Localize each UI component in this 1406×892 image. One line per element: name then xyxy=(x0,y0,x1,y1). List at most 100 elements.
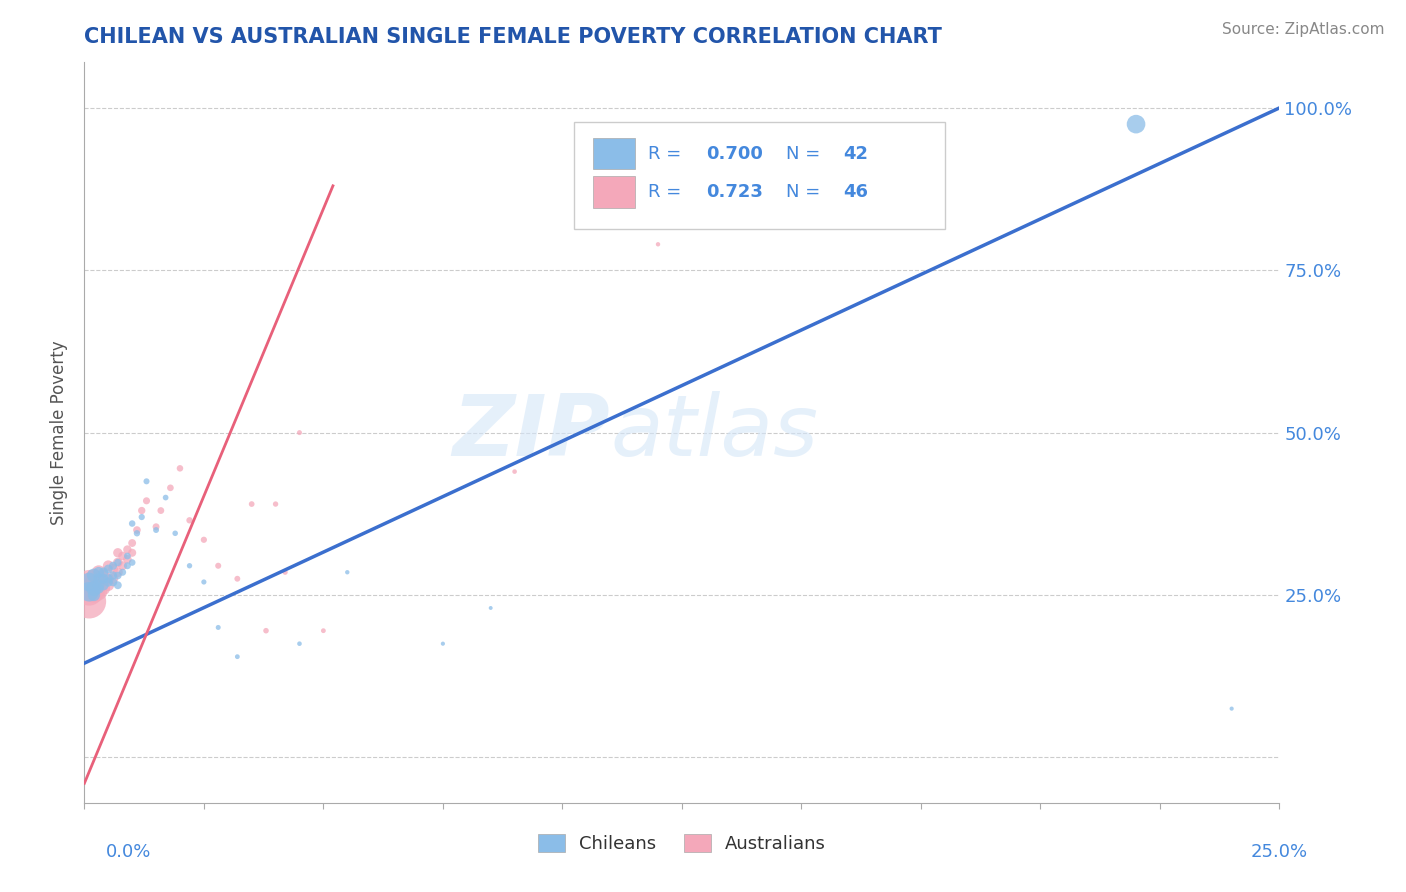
Point xyxy=(83,582,105,596)
Point xyxy=(87,584,110,599)
Point xyxy=(77,584,100,599)
Point xyxy=(83,578,105,592)
Text: CHILEAN VS AUSTRALIAN SINGLE FEMALE POVERTY CORRELATION CHART: CHILEAN VS AUSTRALIAN SINGLE FEMALE POVE… xyxy=(84,27,942,47)
Text: ZIP: ZIP xyxy=(453,391,610,475)
Point xyxy=(77,594,100,608)
Point xyxy=(165,526,187,541)
Text: 0.0%: 0.0% xyxy=(105,843,150,861)
Point xyxy=(117,542,139,557)
Point xyxy=(77,574,100,589)
Point xyxy=(87,572,110,586)
Point xyxy=(179,558,201,573)
Point xyxy=(97,574,120,589)
Point xyxy=(288,637,311,651)
Point xyxy=(101,558,124,573)
Point xyxy=(125,526,148,541)
Point xyxy=(117,552,139,566)
Point xyxy=(240,497,263,511)
Point xyxy=(83,572,105,586)
Point xyxy=(87,572,110,586)
Point xyxy=(145,523,167,537)
Text: 46: 46 xyxy=(844,183,869,201)
Point xyxy=(145,520,167,534)
Point xyxy=(101,562,124,576)
Point xyxy=(432,637,454,651)
Text: 0.700: 0.700 xyxy=(706,145,762,162)
FancyBboxPatch shape xyxy=(593,138,636,169)
Legend: Chileans, Australians: Chileans, Australians xyxy=(530,827,834,861)
Point xyxy=(149,503,172,517)
Text: Source: ZipAtlas.com: Source: ZipAtlas.com xyxy=(1222,22,1385,37)
Point xyxy=(312,624,335,638)
Point xyxy=(336,566,359,580)
Point xyxy=(107,546,129,560)
Y-axis label: Single Female Poverty: Single Female Poverty xyxy=(51,341,69,524)
Point xyxy=(107,556,129,570)
Point xyxy=(647,237,669,252)
Point xyxy=(274,566,297,580)
Point xyxy=(193,533,215,547)
Point xyxy=(101,574,124,589)
Point xyxy=(101,568,124,582)
Point xyxy=(83,584,105,599)
Point xyxy=(207,620,229,634)
Point xyxy=(107,566,129,580)
Point xyxy=(121,556,143,570)
Point xyxy=(111,566,134,580)
Point xyxy=(93,566,115,580)
Point xyxy=(131,510,153,524)
Point xyxy=(207,558,229,573)
Point xyxy=(77,574,100,589)
Point xyxy=(97,578,120,592)
Point xyxy=(503,465,526,479)
Point xyxy=(121,536,143,550)
Point xyxy=(101,572,124,586)
Point xyxy=(93,578,115,592)
Point xyxy=(111,549,134,563)
Point xyxy=(107,568,129,582)
Point xyxy=(125,523,148,537)
Point xyxy=(1220,701,1243,715)
Text: N =: N = xyxy=(786,183,825,201)
Point xyxy=(131,503,153,517)
Point xyxy=(135,475,157,489)
Point xyxy=(264,497,287,511)
Text: 25.0%: 25.0% xyxy=(1250,843,1308,861)
Point xyxy=(93,582,115,596)
Point xyxy=(111,558,134,573)
Point xyxy=(93,574,115,589)
Point xyxy=(288,425,311,440)
Point xyxy=(179,513,201,527)
FancyBboxPatch shape xyxy=(575,121,945,229)
FancyBboxPatch shape xyxy=(593,177,636,208)
Point xyxy=(254,624,277,638)
Point xyxy=(107,556,129,570)
Point xyxy=(87,578,110,592)
Point xyxy=(83,568,105,582)
Point xyxy=(77,584,100,599)
Point xyxy=(97,572,120,586)
Point xyxy=(117,549,139,563)
Text: R =: R = xyxy=(648,183,688,201)
Point xyxy=(97,562,120,576)
Point xyxy=(87,582,110,596)
Point xyxy=(97,558,120,573)
Point xyxy=(226,572,249,586)
Point xyxy=(87,578,110,592)
Text: 0.723: 0.723 xyxy=(706,183,762,201)
Point xyxy=(159,481,181,495)
Point xyxy=(479,601,502,615)
Point xyxy=(93,568,115,582)
Point xyxy=(83,588,105,602)
Point xyxy=(121,516,143,531)
Point xyxy=(226,649,249,664)
Point xyxy=(87,566,110,580)
Point xyxy=(155,491,177,505)
Text: atlas: atlas xyxy=(610,391,818,475)
Point xyxy=(107,578,129,592)
Point xyxy=(121,546,143,560)
Point xyxy=(97,572,120,586)
Point xyxy=(135,493,157,508)
Text: R =: R = xyxy=(648,145,688,162)
Point xyxy=(87,566,110,580)
